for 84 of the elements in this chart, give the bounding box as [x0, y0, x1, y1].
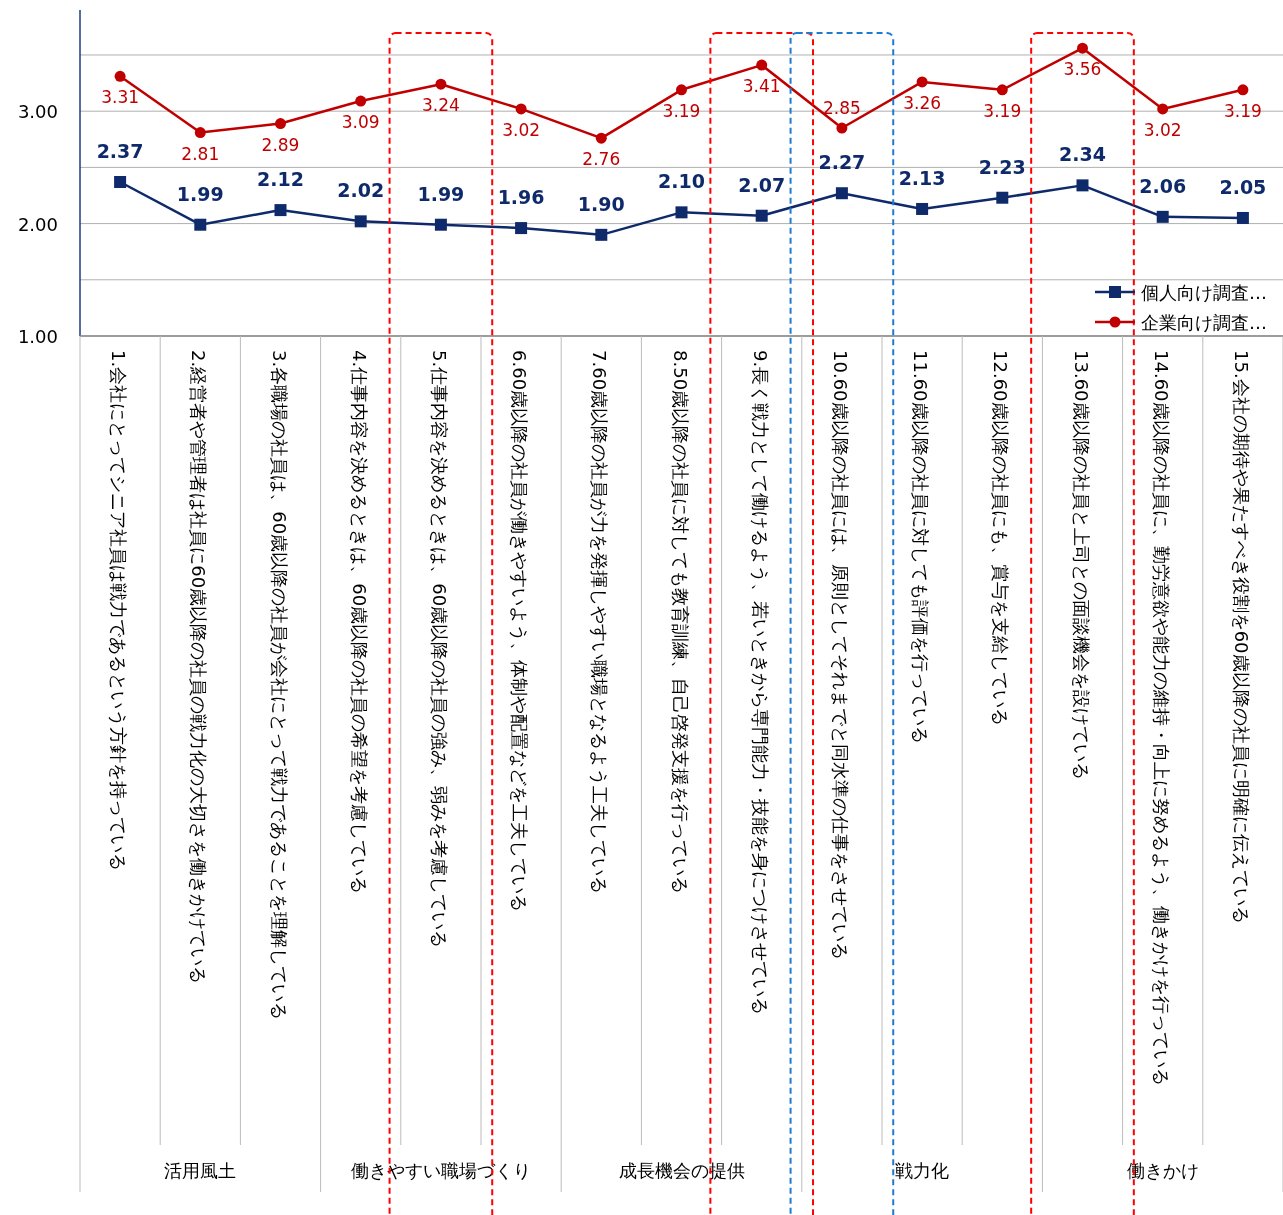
x-tick-label: 13.60歳以降の社員と上司との面談機会を設けている [1070, 350, 1092, 780]
data-label: 3.31 [101, 87, 140, 108]
data-label: 3.56 [1063, 59, 1102, 80]
point [515, 222, 528, 235]
point [996, 84, 1008, 96]
text: 働きかけ [1126, 1160, 1199, 1181]
point [1077, 42, 1088, 54]
data-label: 2.06 [1139, 174, 1187, 197]
point [434, 218, 447, 231]
data-label: 2.76 [582, 149, 621, 170]
x-tick-label: 1.会社にとってシニア社員は戦力であるという方針を持っている [108, 350, 130, 872]
point [1237, 84, 1249, 96]
point [916, 202, 929, 215]
data-label: 2.23 [978, 155, 1026, 178]
data-label: 3.02 [1143, 119, 1182, 140]
x-tick-label: 15.会社の期待や果たすべき役割を60歳以降の社員に明確に伝えている [1230, 350, 1252, 924]
data-label: 2.81 [181, 143, 220, 164]
data-label: 3.19 [1223, 100, 1262, 121]
point [435, 78, 447, 90]
x-tick-label: 8.50歳以降の社員に対しても教育訓練、自己啓発支援を行っている [669, 350, 691, 895]
point [1076, 179, 1089, 192]
x-tick-label: 9.長く戦力として働けるよう、若いときから専門能力・技能を身につけさせている [749, 350, 771, 1016]
point [194, 218, 207, 231]
text: 戦力化 [895, 1160, 950, 1181]
data-label: 2.37 [96, 139, 144, 162]
x-tick-label: 14.60歳以降の社員に、勤労意欲や能力の維持・向上に努めるよう、働きかけを行っている [1150, 350, 1172, 1086]
x-tick-label: 4.仕事内容を決めるときは、60歳以降の社員の希望を考慮している [348, 350, 370, 895]
data-label: 3.09 [341, 112, 380, 133]
data-label: 2.12 [257, 168, 304, 191]
point [675, 206, 688, 219]
point [515, 103, 527, 115]
point [755, 209, 768, 222]
point [355, 95, 367, 107]
data-label: 3.24 [421, 95, 460, 116]
data-label: 2.07 [738, 173, 786, 196]
point [114, 175, 127, 188]
point [1156, 210, 1169, 223]
point [1236, 211, 1249, 224]
point [836, 122, 848, 134]
point [1157, 103, 1169, 115]
y-tick-label: 2.00 [17, 213, 58, 235]
point [916, 76, 928, 88]
x-tick-label: 11.60歳以降の社員に対しても評価を行っている [910, 350, 932, 744]
x-tick-label: 7.60歳以降の社員が力を発揮しやすい職場となるよう工夫している [589, 350, 611, 895]
data-label: 1.99 [176, 182, 224, 205]
data-label: 3.41 [742, 76, 781, 97]
data-label: 3.19 [662, 100, 701, 121]
data-label: 1.90 [577, 192, 625, 215]
data-label: 2.85 [822, 98, 861, 119]
y-tick-label: 1.00 [17, 326, 58, 347]
text: 活用風土 [164, 1160, 237, 1181]
x-tick-label: 3.各職場の社員は、60歳以降の社員が会社にとって戦力であることを理解している [268, 350, 290, 1021]
point [595, 132, 607, 144]
point [354, 215, 367, 228]
point [114, 70, 126, 82]
data-label: 2.02 [337, 179, 385, 202]
point [996, 191, 1009, 204]
data-label: 3.19 [983, 100, 1022, 121]
point [274, 204, 287, 217]
data-label: 2.13 [898, 166, 946, 189]
x-tick-label: 10.60歳以降の社員には、原則としてそれまでと同水準の仕事をさせている [829, 350, 851, 960]
data-label: 1.96 [497, 186, 545, 209]
x-tick-label: 12.60歳以降の社員にも、賞与を支給している [990, 350, 1012, 726]
data-label: 3.26 [903, 92, 942, 113]
point [275, 118, 286, 130]
point [194, 127, 206, 139]
data-label: 2.34 [1059, 143, 1106, 166]
data-label: 2.27 [818, 151, 866, 174]
x-tick-label: 5.仕事内容を決めるときは、60歳以降の社員の強み、弱みを考慮している [428, 350, 450, 949]
x-tick-label: 2.経営者や管理者は社員に60歳以降の社員の戦力化の大切さを働きかけている [188, 350, 210, 985]
point [595, 228, 608, 241]
legend-label: 個人向け調査… [1141, 282, 1267, 303]
data-label: 3.02 [502, 119, 541, 140]
point [676, 84, 687, 96]
y-tick-label: 3.00 [17, 101, 58, 123]
legend-label: 企業向け調査… [1141, 312, 1267, 333]
point [756, 59, 768, 71]
data-label: 2.05 [1219, 175, 1267, 198]
data-label: 1.99 [417, 182, 465, 205]
data-label: 2.10 [658, 170, 705, 193]
data-label: 2.89 [261, 134, 300, 155]
text: 成長機会の提供 [618, 1160, 745, 1181]
point [835, 187, 848, 200]
x-tick-label: 6.60歳以降の社員が働きやすいよう、体制や配置などを工夫している [509, 350, 531, 913]
